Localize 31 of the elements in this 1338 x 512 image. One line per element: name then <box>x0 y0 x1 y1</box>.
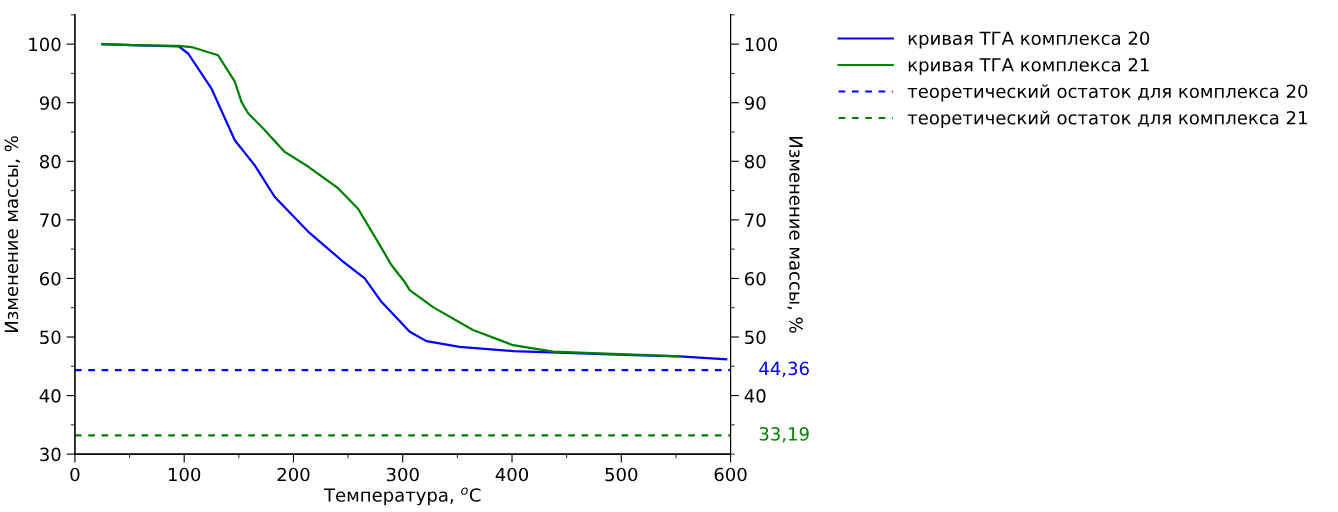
y2-tick-label: 70 <box>745 213 766 227</box>
x-tick-label: 600 <box>714 467 747 482</box>
legend-label: кривая ТГА комплекса 21 <box>908 57 1149 76</box>
y-tick-label: 90 <box>39 96 61 110</box>
x-tick-label: 300 <box>386 467 419 482</box>
y2-tick-label: 80 <box>744 154 766 169</box>
x-tick-label: 0 <box>70 467 80 482</box>
x-tick-label: 400 <box>495 467 529 482</box>
y-axis-title: Изменение массы, % <box>4 136 21 333</box>
y-tick-label: 50 <box>40 330 61 345</box>
legend-label: теоретический остаток для комплекса 21 <box>907 110 1307 129</box>
legend-label: теоретический остаток для комплекса 20 <box>907 84 1308 102</box>
y-tick-label: 80 <box>39 154 61 169</box>
x-tick-label: 100 <box>168 467 201 482</box>
legend-label: кривая ТГА комплекса 20 <box>908 31 1150 49</box>
y2-tick-label: 60 <box>745 271 766 286</box>
x-tick-label: 200 <box>277 467 310 482</box>
y2-axis-title: Изменение массы, % <box>787 136 803 333</box>
data-label: 44,36 <box>759 361 809 378</box>
x-tick-label: 500 <box>605 467 638 482</box>
y2-tick-label: 50 <box>745 330 766 345</box>
data-label: 33,19 <box>759 427 809 443</box>
y-tick-label: 30 <box>40 447 61 462</box>
y2-tick-label: 40 <box>744 389 766 403</box>
y-tick-label: 70 <box>40 213 61 227</box>
y-tick-label: 60 <box>40 271 61 286</box>
y-tick-label: 40 <box>39 389 61 403</box>
y2-tick-label: 100 <box>745 37 778 52</box>
y-tick-label: 100 <box>29 37 61 52</box>
y2-tick-label: 90 <box>744 96 766 110</box>
x-axis-title: Температура, $^{o}$C <box>323 487 481 506</box>
